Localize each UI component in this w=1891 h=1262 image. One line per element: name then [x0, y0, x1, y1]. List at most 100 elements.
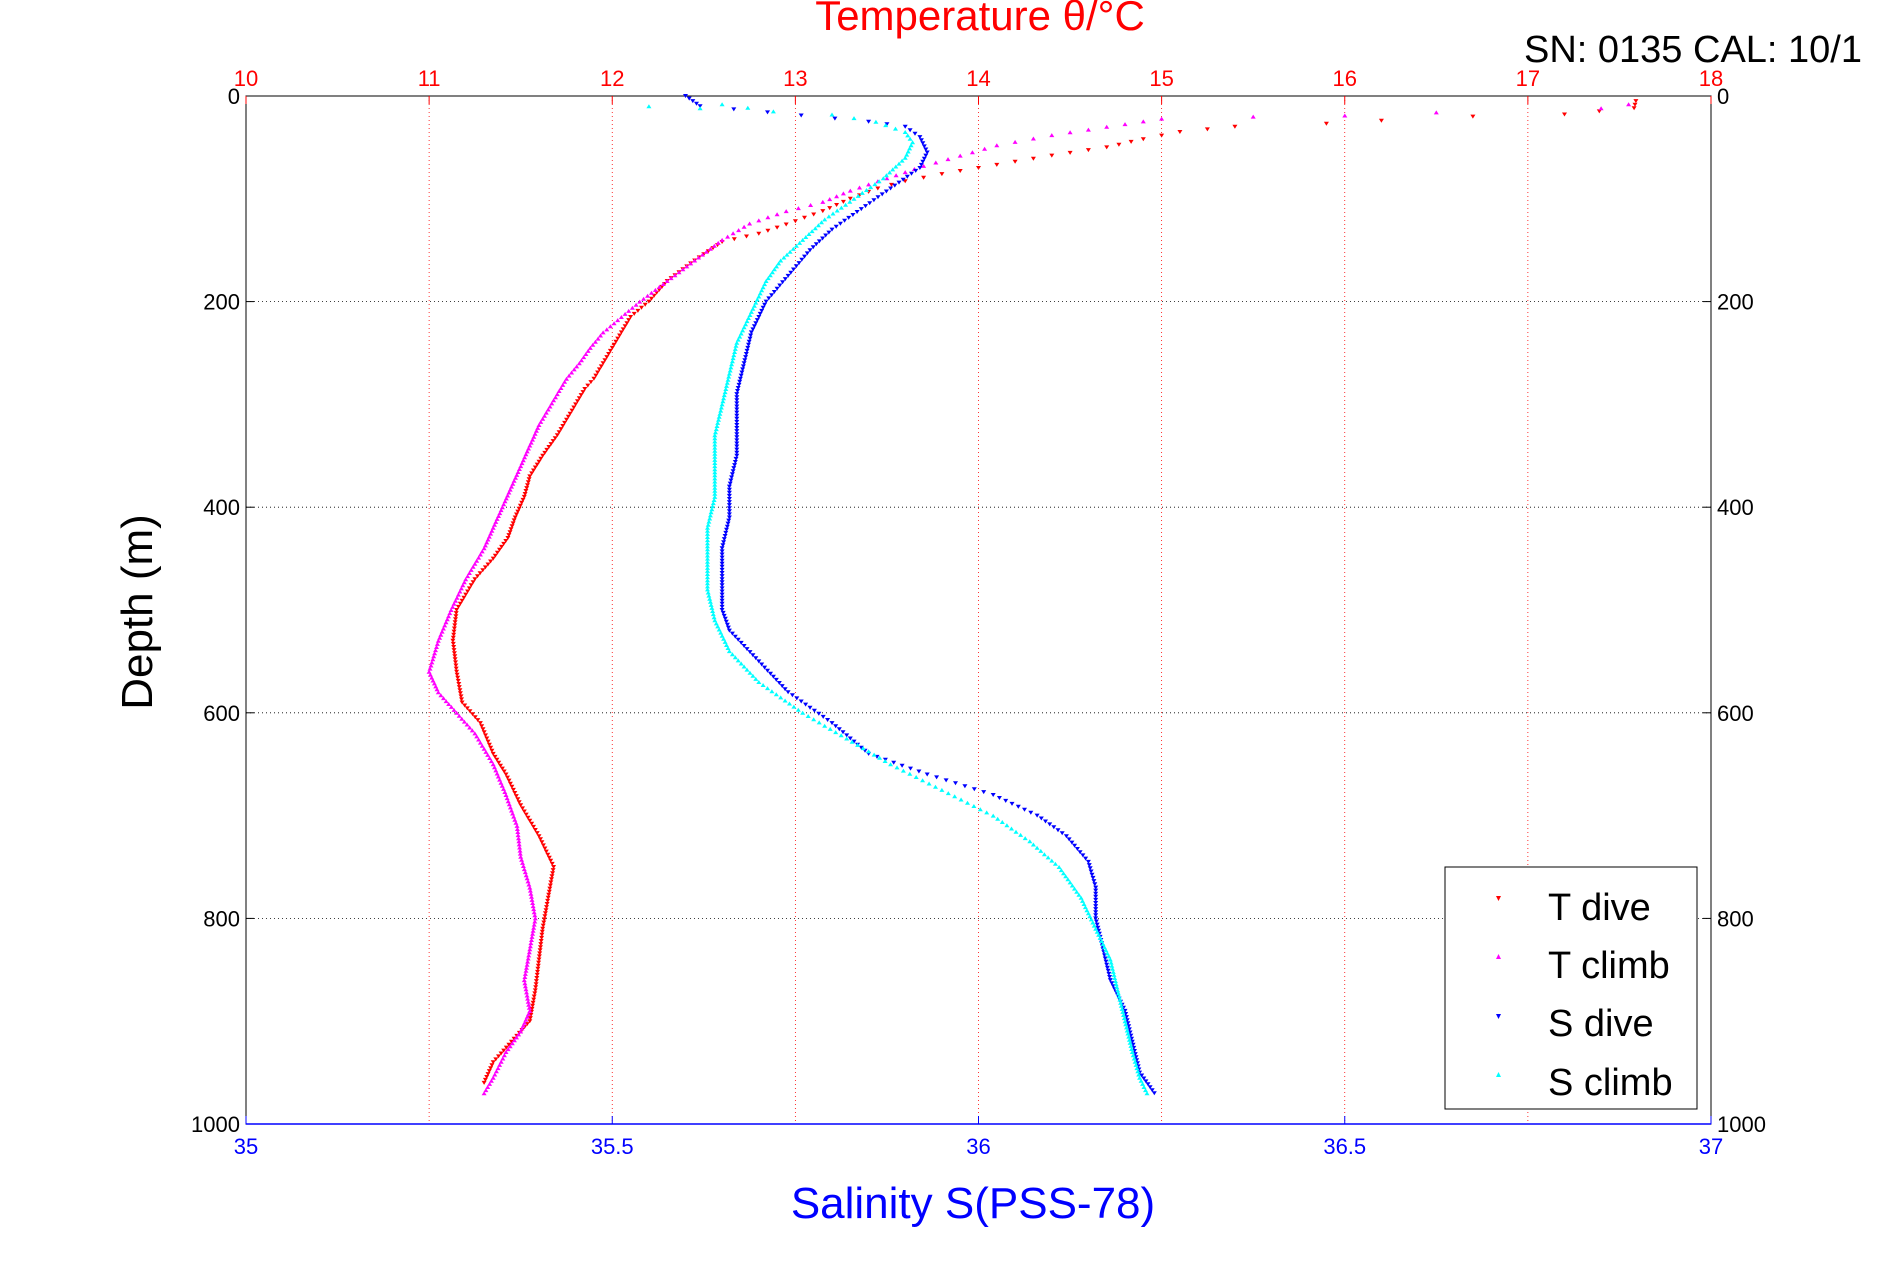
- data-point: [1093, 897, 1099, 902]
- data-point: [497, 1062, 503, 1067]
- legend-label-t-climb: T climb: [1548, 945, 1670, 987]
- data-point: [875, 195, 881, 200]
- data-point: [430, 678, 436, 683]
- data-point: [487, 1081, 493, 1086]
- data-point: [652, 287, 658, 292]
- data-point: [538, 939, 544, 943]
- data-point: [635, 308, 641, 313]
- data-point: [851, 196, 857, 201]
- data-point: [791, 704, 797, 709]
- data-point: [539, 935, 545, 940]
- data-point: [538, 945, 543, 950]
- data-point: [451, 629, 457, 634]
- data-point: [723, 530, 729, 535]
- data-point: [756, 659, 762, 664]
- data-point: [741, 664, 747, 669]
- data-point: [600, 330, 606, 335]
- data-point: [1107, 975, 1113, 979]
- data-point: [508, 527, 514, 532]
- data-point: [538, 942, 544, 947]
- data-point: [726, 484, 732, 489]
- data-point: [738, 640, 744, 645]
- data-point: [1113, 979, 1118, 984]
- data-point: [812, 226, 818, 231]
- data-point: [672, 273, 678, 278]
- data-point: [727, 481, 733, 486]
- data-point: [918, 162, 924, 167]
- data-point: [434, 645, 439, 649]
- data-point: [705, 568, 710, 573]
- data-point: [800, 710, 806, 715]
- data-point: [544, 902, 550, 906]
- data-point: [1072, 886, 1077, 891]
- data-point: [939, 172, 945, 177]
- data-point: [567, 411, 573, 416]
- data-point: [538, 419, 544, 424]
- data-point: [719, 237, 725, 242]
- data-point: [495, 1066, 501, 1071]
- data-point: [525, 483, 530, 488]
- data-point: [482, 565, 488, 570]
- data-point: [686, 96, 692, 101]
- data-point: [747, 221, 753, 226]
- data-point: [707, 513, 713, 518]
- data-point: [1342, 113, 1348, 118]
- data-point: [1122, 122, 1128, 127]
- data-point: [499, 544, 505, 549]
- data-point: [913, 775, 919, 779]
- data-point: [461, 595, 467, 600]
- data-point: [1433, 110, 1439, 115]
- data-point: [763, 299, 769, 304]
- data-point: [480, 727, 486, 732]
- data-point: [847, 199, 853, 204]
- triangle-down-icon: [1496, 1014, 1501, 1019]
- data-point: [753, 300, 759, 305]
- data-point: [522, 981, 528, 986]
- data-point: [844, 733, 850, 738]
- data-point: [833, 730, 839, 735]
- data-point: [896, 180, 902, 185]
- data-point: [1109, 963, 1115, 968]
- data-point: [545, 898, 551, 903]
- data-point: [543, 410, 549, 415]
- data-point: [442, 623, 448, 628]
- data-point: [774, 286, 780, 291]
- data-point: [527, 885, 533, 890]
- data-point: [760, 285, 766, 290]
- data-point: [646, 299, 652, 304]
- data-point: [618, 315, 624, 319]
- data-point: [721, 393, 727, 398]
- data-point: [731, 466, 737, 471]
- data-point: [783, 222, 789, 227]
- data-point: [1067, 130, 1073, 135]
- data-point: [741, 361, 747, 366]
- data-point: [1028, 810, 1034, 815]
- data-point: [715, 240, 721, 245]
- data-point: [765, 276, 771, 281]
- data-point: [564, 376, 569, 381]
- data-point: [1106, 971, 1112, 976]
- data-point: [734, 401, 740, 406]
- data-point: [726, 497, 732, 501]
- data-point: [578, 393, 584, 398]
- data-point: [509, 524, 515, 529]
- data-point: [521, 867, 527, 872]
- data-point: [705, 590, 711, 595]
- data-point: [463, 592, 469, 597]
- data-point: [1055, 828, 1061, 833]
- data-point: [872, 182, 878, 187]
- data-point: [1133, 1062, 1139, 1067]
- data-point: [515, 797, 521, 802]
- data-point: [721, 396, 727, 401]
- data-point: [726, 503, 732, 508]
- data-point: [731, 237, 737, 242]
- data-point: [533, 979, 539, 984]
- data-point: [585, 383, 591, 388]
- data-point: [477, 740, 483, 745]
- data-point: [447, 611, 453, 616]
- data-point: [532, 913, 538, 918]
- data-point: [464, 706, 470, 711]
- data-point: [607, 348, 613, 353]
- data-point: [962, 784, 968, 789]
- data-point: [708, 510, 714, 515]
